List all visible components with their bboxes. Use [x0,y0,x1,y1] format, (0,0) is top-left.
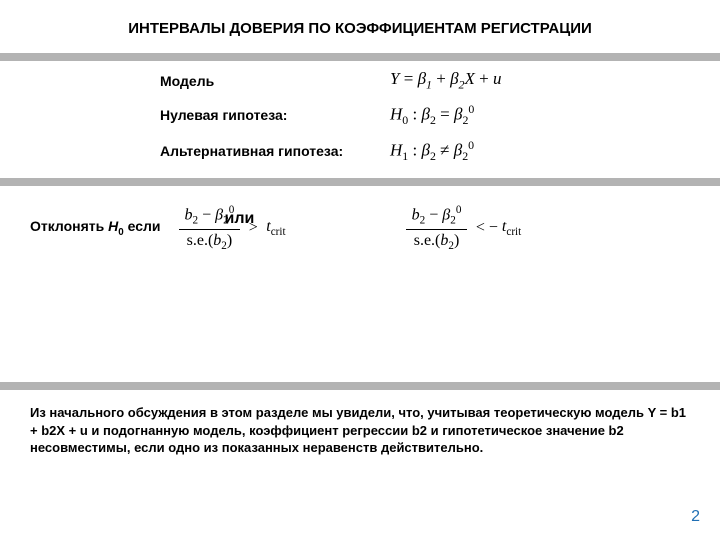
reject-section: Отклонять H0 если b2 − β20 s.e.(b2) > tc… [0,204,720,252]
or-word: или [225,210,255,228]
definitions-block: Модель Y = β1 + β2X + u Нулевая гипотеза… [0,69,720,164]
reject-label: Отклонять H0 если [30,218,161,238]
formula-null: H0 : β2 = β20 [390,102,474,128]
label-null: Нулевая гипотеза: [160,107,390,123]
divider-top [0,53,720,61]
page-title: ИНТЕРВАЛЫ ДОВЕРИЯ ПО КОЭФФИЦИЕНТАМ РЕГИС… [0,0,720,47]
inequality-left: b2 − β20 s.e.(b2) > tcrit или [179,204,286,252]
divider-mid [0,178,720,186]
formula-model: Y = β1 + β2X + u [390,69,501,92]
def-row-null: Нулевая гипотеза: H0 : β2 = β20 [160,102,690,128]
reject-prefix: Отклонять [30,218,108,234]
page-number: 2 [691,508,700,526]
reject-symbol: H [108,218,118,234]
def-row-model: Модель Y = β1 + β2X + u [160,69,690,92]
def-row-alt: Альтернативная гипотеза: H1 : β2 ≠ β20 [160,138,690,164]
divider-bottom [0,382,720,390]
reject-suffix: если [124,218,161,234]
label-alt: Альтернативная гипотеза: [160,143,390,159]
footer-text: Из начального обсуждения в этом разделе … [0,396,720,465]
inequality-right: b2 − β20 s.e.(b2) < −tcrit [406,204,522,252]
label-model: Модель [160,73,390,89]
formula-alt: H1 : β2 ≠ β20 [390,138,474,164]
fraction-right: b2 − β20 s.e.(b2) [406,204,468,252]
